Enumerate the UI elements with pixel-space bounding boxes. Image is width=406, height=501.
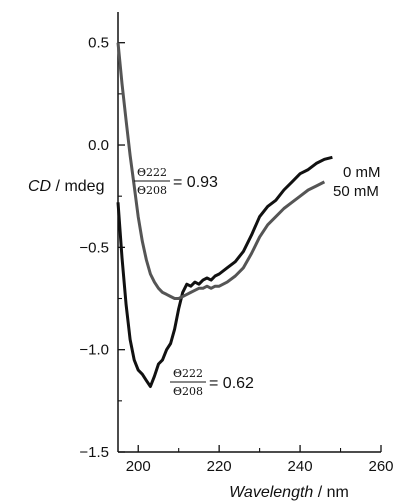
series-line-0	[116, 155, 333, 388]
ratio-annotation-0mm-value: = 0.62	[209, 375, 254, 392]
series-line-1	[116, 42, 326, 300]
x-axis-title: Wavelength / nm	[229, 484, 349, 501]
ratio-annotation-0mm-numerator: Θ222	[173, 367, 203, 380]
ratio-annotation-50mm: Θ222 Θ208 = 0.93	[134, 166, 218, 197]
x-tick-label: 260	[368, 458, 393, 475]
ratio-annotation-50mm-numerator: Θ222	[137, 166, 167, 179]
series-label-1: 50 mM	[333, 183, 379, 200]
y-axis-title: CD / mdeg	[28, 178, 104, 195]
y-tick-label: 0.0	[88, 137, 109, 154]
y-tick-label: −0.5	[79, 239, 109, 256]
ticks: 0.5 0.0 −0.5 −1.0 −1.5 200 220 240 260	[79, 35, 393, 475]
labels: 0 mM 50 mM Wavelength / nm CD / mdeg Θ222 Θ20…	[28, 164, 381, 501]
y-tick-label: 0.5	[88, 35, 109, 52]
y-tick-label: −1.0	[79, 342, 109, 359]
series-layer	[116, 42, 333, 388]
y-tick-label: −1.5	[79, 444, 109, 461]
ratio-annotation-50mm-value: = 0.93	[173, 174, 218, 191]
series-label-0: 0 mM	[343, 164, 381, 181]
x-tick-label: 220	[207, 458, 232, 475]
ratio-annotation-0mm-denominator: Θ208	[173, 385, 203, 398]
x-tick-label: 200	[126, 458, 151, 475]
ratio-annotation-50mm-denominator: Θ208	[137, 184, 167, 197]
x-tick-label: 240	[288, 458, 313, 475]
axes	[117, 12, 381, 453]
ratio-annotation-0mm: Θ222 Θ208 = 0.62	[170, 367, 254, 398]
